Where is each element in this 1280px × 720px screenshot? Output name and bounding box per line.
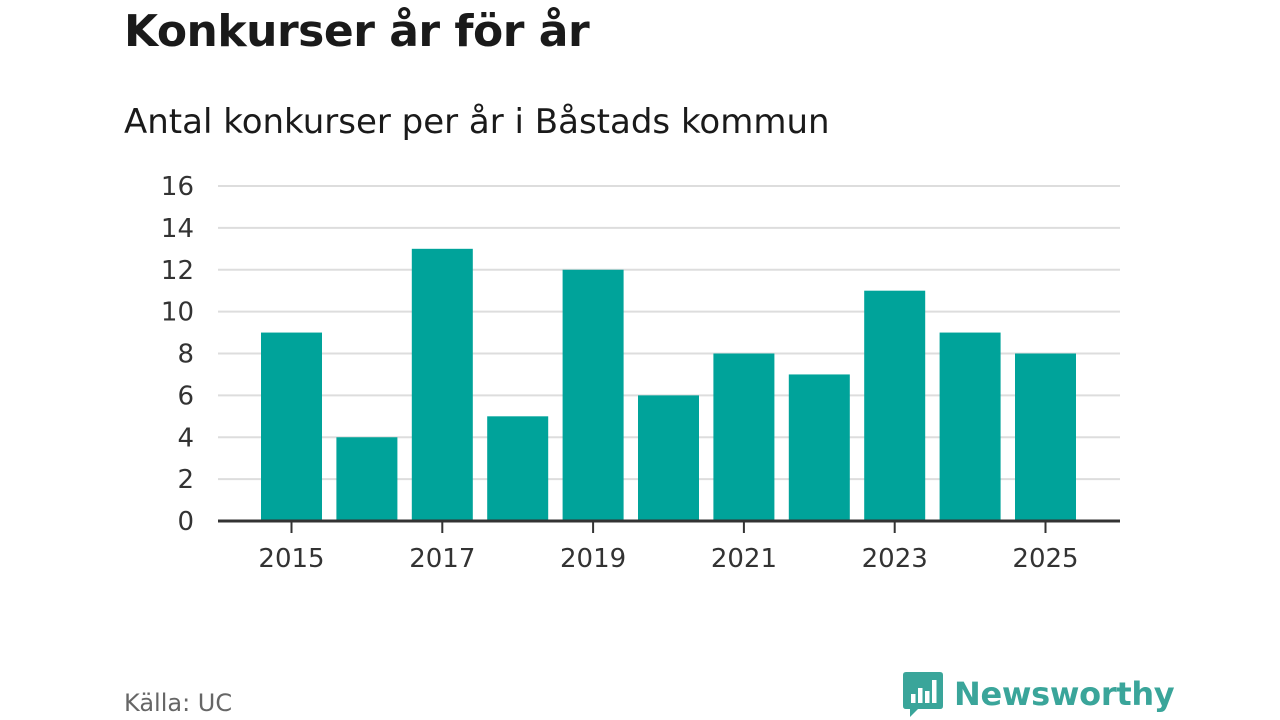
x-tick-label-2017: 2017 xyxy=(409,544,475,574)
bars xyxy=(261,248,1076,521)
x-tick-label-2023: 2023 xyxy=(862,544,928,574)
bar-2025 xyxy=(1015,353,1076,521)
y-tick-label-0: 0 xyxy=(177,507,194,537)
bar-2021 xyxy=(713,353,775,521)
y-tick-label-8: 8 xyxy=(177,340,194,370)
x-tick-label-2025: 2025 xyxy=(1012,544,1078,574)
x-tick-label-2015: 2015 xyxy=(258,544,324,574)
x-tick-label-2021: 2021 xyxy=(711,544,777,574)
x-tick-label-2019: 2019 xyxy=(560,544,626,574)
chart-title: Konkurser år för år xyxy=(124,6,590,57)
bar-2018 xyxy=(487,416,549,521)
y-axis-ticks: 0 2 4 6 8 10 12 14 16 xyxy=(161,172,194,537)
y-tick-label-2: 2 xyxy=(177,465,194,495)
bar-2015 xyxy=(261,332,322,521)
y-tick-label-12: 12 xyxy=(161,256,194,286)
bar-2024 xyxy=(939,332,1001,521)
y-tick-label-6: 6 xyxy=(177,381,194,411)
bar-2022 xyxy=(788,374,850,521)
bar-chart-speech-icon xyxy=(903,672,943,717)
bar-2020 xyxy=(638,395,699,521)
chart-subtitle: Antal konkurser per år i Båstads kommun xyxy=(124,102,830,142)
source-note: Källa: UC xyxy=(124,689,233,717)
bar-2016 xyxy=(336,437,398,521)
y-tick-label-4: 4 xyxy=(177,423,194,453)
x-axis-ticks: 2015 2017 2019 2021 2023 2025 xyxy=(258,521,1079,574)
y-tick-label-14: 14 xyxy=(161,214,194,244)
brand-name: Newsworthy xyxy=(954,675,1175,713)
bar-2019 xyxy=(562,269,624,521)
y-tick-label-16: 16 xyxy=(161,172,194,202)
bar-2017 xyxy=(411,248,473,521)
bar-2023 xyxy=(864,290,926,521)
y-tick-label-10: 10 xyxy=(161,298,194,328)
brand-logo: Newsworthy xyxy=(902,670,1175,718)
